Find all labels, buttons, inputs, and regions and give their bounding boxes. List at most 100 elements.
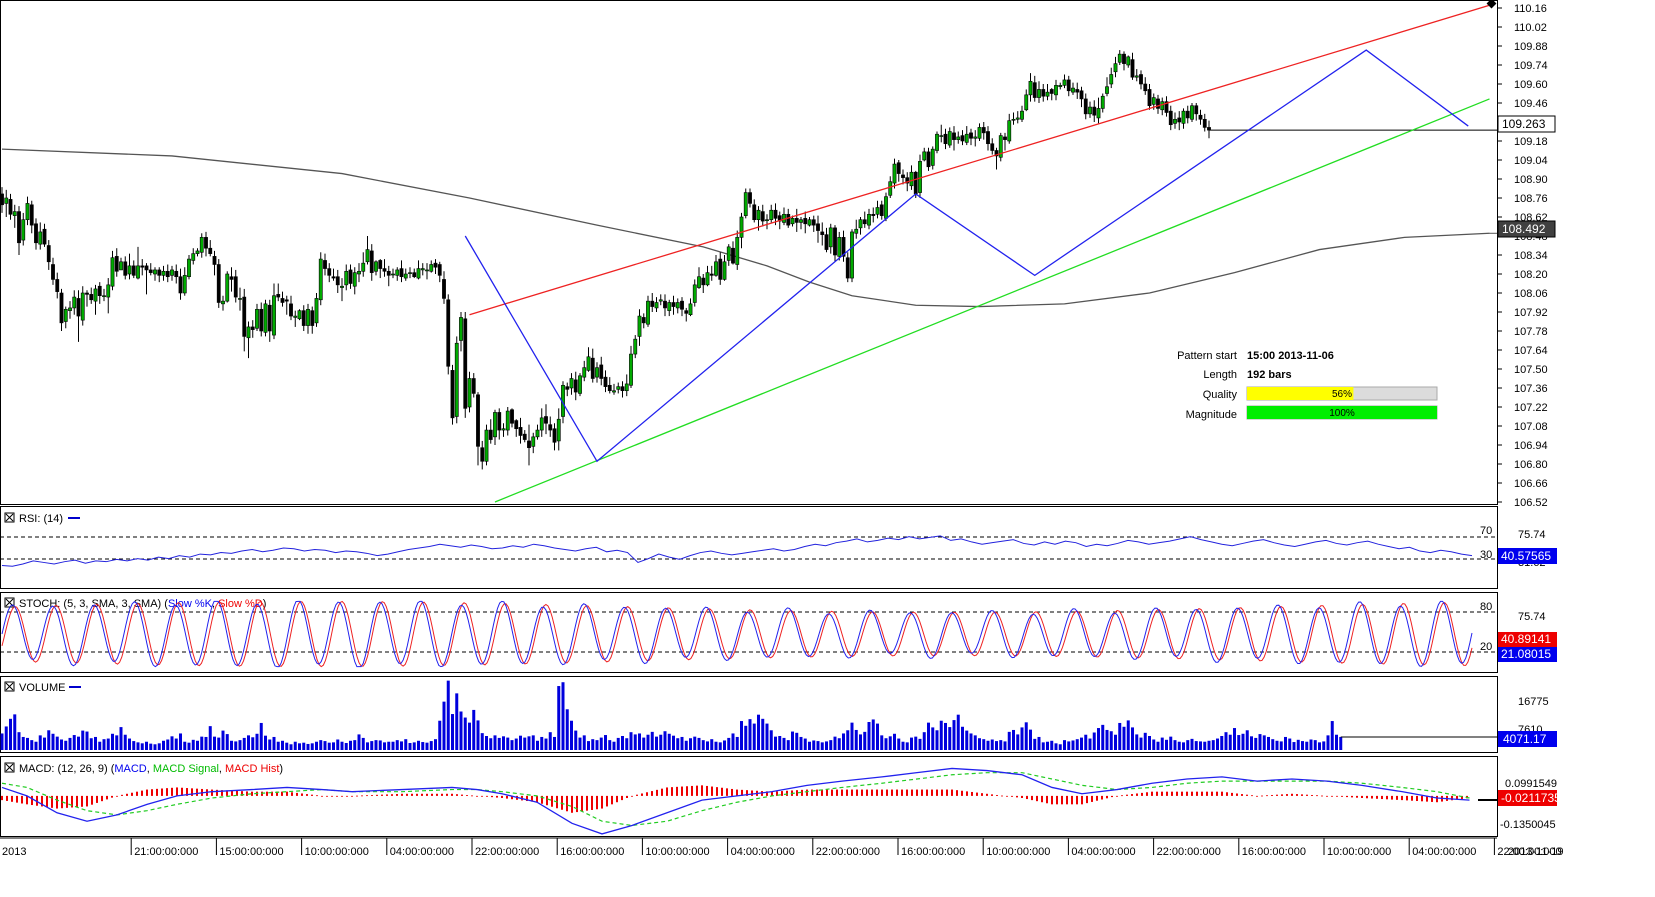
volume-bar: [128, 738, 131, 750]
volume-bar: [255, 733, 259, 750]
volume-bar: [880, 735, 884, 750]
macd-hist-bar: [551, 795, 553, 807]
macd-hist-bar: [711, 786, 713, 796]
macd-hist-bar: [1086, 795, 1088, 804]
candle-bullish: [318, 258, 323, 301]
macd-hist-bar: [1076, 795, 1078, 805]
volume-bar: [366, 742, 369, 750]
candle-bullish: [1117, 53, 1122, 63]
macd-hist-bar: [986, 793, 988, 796]
candle-bearish: [174, 270, 179, 278]
macd-hist-bar: [871, 789, 873, 796]
macd-hist-bar: [1056, 795, 1058, 805]
macd-hist-bar: [151, 789, 153, 796]
candle-bullish: [1024, 94, 1029, 111]
candle-bullish: [930, 148, 935, 166]
candle-bullish: [425, 269, 429, 272]
candle-bullish: [722, 261, 727, 280]
candle-bearish: [1003, 136, 1007, 140]
stoch-label-sep: ,: [212, 598, 218, 610]
volume-bar: [1330, 721, 1334, 750]
candle-bullish: [170, 269, 174, 276]
volume-bar: [468, 722, 471, 750]
macd-hist-bar: [156, 788, 158, 796]
candle-bullish: [1181, 110, 1186, 124]
macd-hist-bar: [811, 789, 813, 796]
time-axis: 2013 21:00:00:000 15:00:00:000 10:00:00:000…: [0, 837, 1562, 858]
macd-current-badge: [1498, 790, 1557, 806]
macd-hist-bar: [576, 795, 578, 813]
macd-hist-bar: [846, 789, 848, 796]
time-tick-label: 2013: [2, 846, 26, 858]
macd-hist-bar: [41, 795, 43, 807]
volume-bar: [990, 739, 994, 750]
macd-hist-bar: [1126, 794, 1128, 796]
volume-bar: [442, 701, 446, 750]
scroll-marker[interactable]: [1486, 0, 1497, 9]
macd-hist-bar: [616, 795, 618, 803]
volume-bar: [1199, 741, 1202, 750]
macd-hist-bar: [881, 789, 883, 796]
candle-bearish: [259, 308, 264, 332]
volume-bar: [748, 719, 752, 750]
candle-bullish: [1088, 106, 1092, 115]
candle-bearish: [0, 193, 4, 206]
stoch-slow-d-path: [1, 600, 1473, 668]
volume-bar: [1075, 739, 1079, 750]
candle-bearish: [527, 440, 531, 449]
candle-bullish: [1134, 75, 1139, 78]
candle-bearish: [442, 279, 446, 299]
volume-bar: [531, 735, 535, 750]
volume-bar: [115, 735, 119, 750]
volume-bar: [85, 731, 89, 750]
candle-bullish: [688, 303, 693, 316]
macd-panel: MACD: (12, 26, 9) (MACD, MACD Signal, MA…: [0, 756, 1561, 837]
candle-bullish: [246, 326, 251, 339]
macd-hist-bar: [546, 795, 548, 806]
candle-bullish: [314, 298, 319, 324]
volume-bar: [969, 733, 973, 750]
macd-hist-bar: [121, 794, 123, 796]
volume-bar: [72, 735, 76, 750]
volume-bar: [421, 742, 425, 750]
macd-hist-bar: [51, 795, 53, 808]
volume-bar: [846, 730, 850, 750]
macd-hist-bar: [1451, 795, 1453, 801]
macd-hist-bar: [926, 789, 928, 796]
candle-bullish: [361, 262, 366, 272]
volume-bar: [298, 743, 301, 750]
candle-bearish: [1075, 89, 1080, 93]
macd-hist-bar: [146, 789, 148, 796]
macd-hist-bar: [1426, 795, 1428, 802]
macd-hist-bar: [766, 791, 768, 796]
macd-hist-bar: [1081, 795, 1083, 805]
candle-bullish: [1037, 89, 1041, 98]
volume-bar: [323, 741, 327, 750]
macd-hist-bar: [451, 793, 453, 796]
macd-hist-bar: [361, 795, 363, 797]
volume-bar: [30, 740, 34, 750]
candle-bearish: [1032, 82, 1037, 98]
candle-bullish: [467, 378, 472, 408]
volume-bar: [1029, 729, 1032, 750]
volume-bar: [706, 741, 709, 750]
candle-bearish: [943, 133, 948, 145]
candle-bullish: [535, 429, 540, 438]
candle-bullish: [119, 261, 123, 271]
candle-bearish: [709, 273, 714, 276]
volume-bar: [1003, 741, 1007, 750]
macd-hist-bar: [866, 789, 868, 796]
macd-hist-bar: [901, 789, 903, 796]
candle-bullish: [1126, 56, 1131, 66]
candle-bearish: [471, 378, 476, 394]
candle-bullish: [629, 353, 633, 386]
macd-hist-bar: [446, 793, 448, 796]
candle-bearish: [280, 298, 285, 303]
volume-bar: [1250, 736, 1253, 750]
volume-bar: [1067, 741, 1071, 750]
volume-bar: [922, 732, 926, 750]
candle-bullish: [25, 203, 30, 221]
candle-bullish: [263, 303, 268, 333]
price-axis: 110.16 110.02 109.88 109.74 109.60 109.46 109.…: [1497, 3, 1548, 509]
volume-bar: [888, 736, 892, 750]
